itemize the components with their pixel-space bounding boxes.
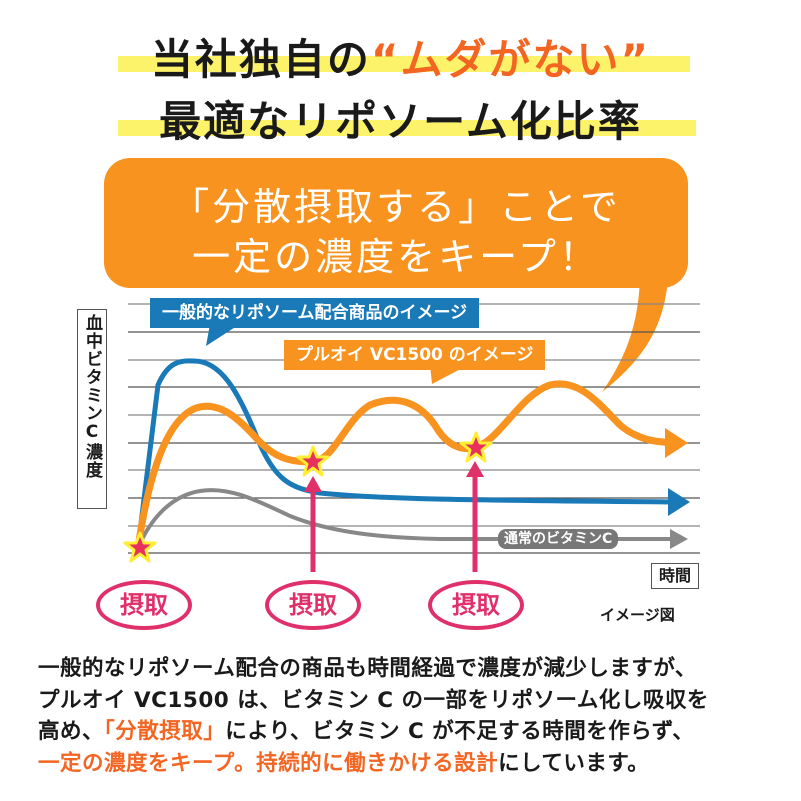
body-line-2: プルオイ VC1500 は、ビタミン C の一部をリポソーム化し吸収を <box>38 687 709 713</box>
body-line-3-c: により、ビタミン C が不足する時間を作らず、 <box>225 719 695 744</box>
arrow-general <box>668 488 690 516</box>
x-axis-label: 時間 <box>651 563 699 589</box>
callout-tail-general <box>206 324 240 346</box>
headline-line-2-text: 最適なリポソーム化比率 <box>159 97 642 146</box>
series-normal-vitamin-c <box>136 488 672 549</box>
series-pulloi-vc1500 <box>134 380 677 549</box>
y-axis-label: 血中ビタミンC濃度 <box>77 309 107 509</box>
intake-arrows <box>304 461 484 572</box>
headline-highlight-2 <box>118 120 696 136</box>
star-icon <box>459 431 493 463</box>
bubble-line-2: 一定の濃度をキープ！ <box>192 235 600 279</box>
body-copy: 一般的なリポソーム配合の商品も時間経過で濃度が減少しますが、 プルオイ VC15… <box>38 653 778 779</box>
body-line-3-emphasis: 「分散摂取」 <box>104 719 226 744</box>
legend-general-liposome: 一般的なリポソーム配合商品のイメージ <box>150 298 480 328</box>
intake-label-2: 摂取 <box>265 580 361 630</box>
speech-bubble <box>104 158 688 288</box>
intake-label-3: 摂取 <box>428 580 524 630</box>
star-icon <box>296 445 330 477</box>
headline-line-1: 当社独自の“ムダがない” <box>0 26 801 87</box>
chart-caption: イメージ図 <box>600 606 675 624</box>
body-line-3: 高め、「分散摂取」により、ビタミン C が不足する時間を作らず、 <box>38 716 778 748</box>
legend-pulloi-vc1500: プルオイ VC1500 のイメージ <box>284 340 546 370</box>
body-line-4: 一定の濃度をキープ。持続的に働きかける設計にしています。 <box>38 748 778 780</box>
intake-label-1: 摂取 <box>96 580 192 630</box>
arrow-product <box>665 428 688 458</box>
intake-stars <box>123 431 493 563</box>
star-icon <box>123 531 157 563</box>
headline-line-1-prefix: 当社独自の <box>150 35 371 84</box>
body-line-4-b: にしています。 <box>498 750 650 776</box>
headline-line-1-accent: “ムダがない” <box>370 35 651 84</box>
arrow-normal <box>670 529 688 549</box>
headline-line-2: 最適なリポソーム化比率 <box>0 88 801 149</box>
body-line-1: 一般的なリポソーム配合の商品も時間経過で濃度が減少しますが、 <box>38 656 697 681</box>
bubble-line-1: 「分散摂取する」ことで <box>171 185 621 229</box>
body-line-4-emphasis: 一定の濃度をキープ。持続的に働きかける設計 <box>38 750 499 776</box>
legend-normal-vitamin-c: 通常のビタミンC <box>498 529 619 549</box>
body-line-3-a: 高め、 <box>38 719 105 744</box>
series-general-liposome <box>135 358 673 549</box>
headline-highlight-1 <box>118 56 690 72</box>
